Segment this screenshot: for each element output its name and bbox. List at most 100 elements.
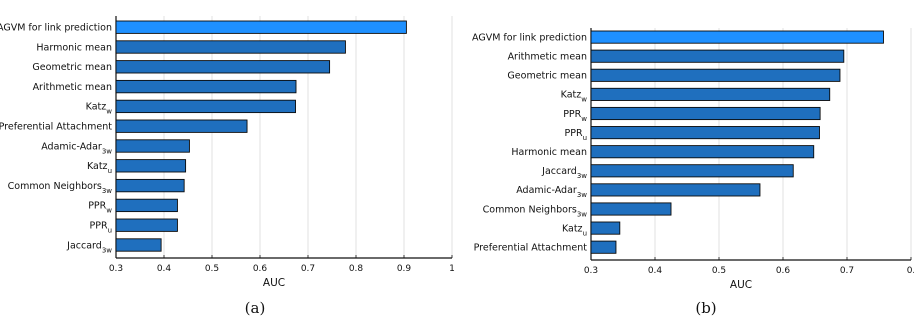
bar [590, 68, 841, 82]
bar [590, 164, 794, 178]
category-label: Katzu [87, 161, 112, 175]
category-name: AGVM for link prediction [472, 32, 587, 43]
bar [590, 240, 617, 254]
category-name: Preferential Attachment [0, 122, 112, 133]
category-name: PPR [565, 128, 583, 139]
category-label: AGVM for link prediction [0, 23, 112, 34]
category-subscript: w [106, 207, 112, 215]
chart-a: 0.3 0.4 0.5 0.6 0.7 0.8 0.9 1 AGVM for link pred… [0, 16, 455, 317]
bar [115, 79, 297, 94]
category-subscript: 3w [577, 210, 587, 218]
x-tick-label: 0.6 [776, 266, 791, 276]
category-label: Arithmetic mean [33, 82, 112, 93]
bar [115, 198, 178, 213]
x-axis-label: AUC [730, 279, 752, 291]
bar [590, 126, 820, 140]
category-label: Katzw [86, 102, 113, 116]
category-subscript: u [108, 167, 112, 175]
category-label: PPRu [565, 128, 588, 142]
category-subscript: 3w [102, 246, 112, 254]
x-tick-label: 0.4 [648, 266, 663, 276]
bar [115, 159, 187, 173]
category-name: Jaccard [66, 240, 102, 251]
subfigure-caption: (b) [695, 299, 716, 317]
category-name: Katz [86, 102, 107, 113]
chart-b: 0.3 0.4 0.5 0.6 0.7 0. AGVM for link predictio… [472, 28, 914, 317]
category-name: Katz [87, 161, 108, 172]
bar [115, 60, 331, 74]
x-tick-label: 0.3 [584, 266, 598, 276]
category-subscript: w [106, 108, 112, 116]
bar [115, 238, 162, 252]
bar [590, 30, 884, 44]
category-subscript: 3w [102, 187, 112, 195]
category-name: AGVM for link prediction [0, 23, 112, 34]
x-tick-label: 0.3 [109, 264, 123, 274]
category-name: PPR [90, 221, 108, 232]
bar [590, 145, 815, 159]
subfigure-caption: (a) [245, 299, 266, 317]
category-label: PPRu [90, 221, 113, 235]
category-label: Jaccard3w [541, 166, 587, 180]
category-name: Common Neighbors [8, 181, 102, 192]
category-name: Arithmetic mean [33, 82, 112, 93]
category-subscript: u [583, 134, 587, 142]
category-label: Common Neighbors3w [483, 204, 588, 218]
bar [115, 218, 178, 232]
category-subscript: 3w [102, 147, 112, 155]
category-name: Adamic-Adar [41, 141, 102, 152]
bar [590, 221, 621, 235]
x-tick-label: 0.7 [840, 266, 854, 276]
category-label: Common Neighbors3w [8, 181, 113, 195]
category-name: Katz [562, 223, 583, 234]
bar [590, 183, 761, 197]
x-axis-label: AUC [263, 277, 285, 289]
category-subscript: u [108, 227, 112, 235]
bar [115, 99, 296, 114]
x-tick-label: 0.4 [157, 264, 172, 274]
category-label: Preferential Attachment [0, 122, 112, 133]
category-subscript: w [581, 96, 587, 104]
category-label: Harmonic mean [511, 147, 587, 158]
bar [115, 119, 248, 133]
category-label: Katzw [561, 90, 588, 104]
category-name: Jaccard [541, 166, 577, 177]
category-label: Geometric mean [32, 62, 112, 73]
category-subscript: 3w [577, 191, 587, 199]
category-name: Harmonic mean [511, 147, 587, 158]
category-name: Adamic-Adar [516, 185, 577, 196]
bar [115, 139, 190, 153]
category-label: Harmonic mean [36, 42, 112, 53]
category-name: Geometric mean [32, 62, 112, 73]
bar [115, 40, 346, 54]
category-name: PPR [88, 201, 106, 212]
bar [590, 87, 831, 101]
category-name: Common Neighbors [483, 204, 577, 215]
category-label: AGVM for link prediction [472, 32, 587, 43]
category-name: Katz [561, 90, 582, 101]
category-label: Adamic-Adar3w [516, 185, 587, 199]
category-name: Preferential Attachment [474, 243, 588, 254]
x-tick-label: 0.8 [349, 264, 364, 274]
category-name: Harmonic mean [36, 42, 112, 53]
x-tick-label: 0.5 [205, 264, 219, 274]
bar [590, 106, 821, 121]
category-name: Arithmetic mean [508, 52, 587, 63]
category-label: PPRw [563, 109, 587, 123]
x-tick-label: 0.5 [712, 266, 726, 276]
category-name: Geometric mean [507, 71, 587, 82]
category-name: PPR [563, 109, 581, 120]
category-label: Jaccard3w [66, 240, 112, 254]
bar [115, 20, 407, 34]
category-subscript: 3w [577, 172, 587, 180]
x-tick-label: 1 [449, 264, 455, 274]
bar [115, 178, 185, 193]
x-tick-label: 0. [907, 266, 914, 276]
bar [590, 202, 672, 216]
category-label: Katzu [562, 223, 587, 237]
category-subscript: w [581, 115, 587, 123]
category-label: Adamic-Adar3w [41, 141, 112, 155]
x-tick-label: 0.9 [397, 264, 412, 274]
x-tick-label: 0.6 [253, 264, 268, 274]
